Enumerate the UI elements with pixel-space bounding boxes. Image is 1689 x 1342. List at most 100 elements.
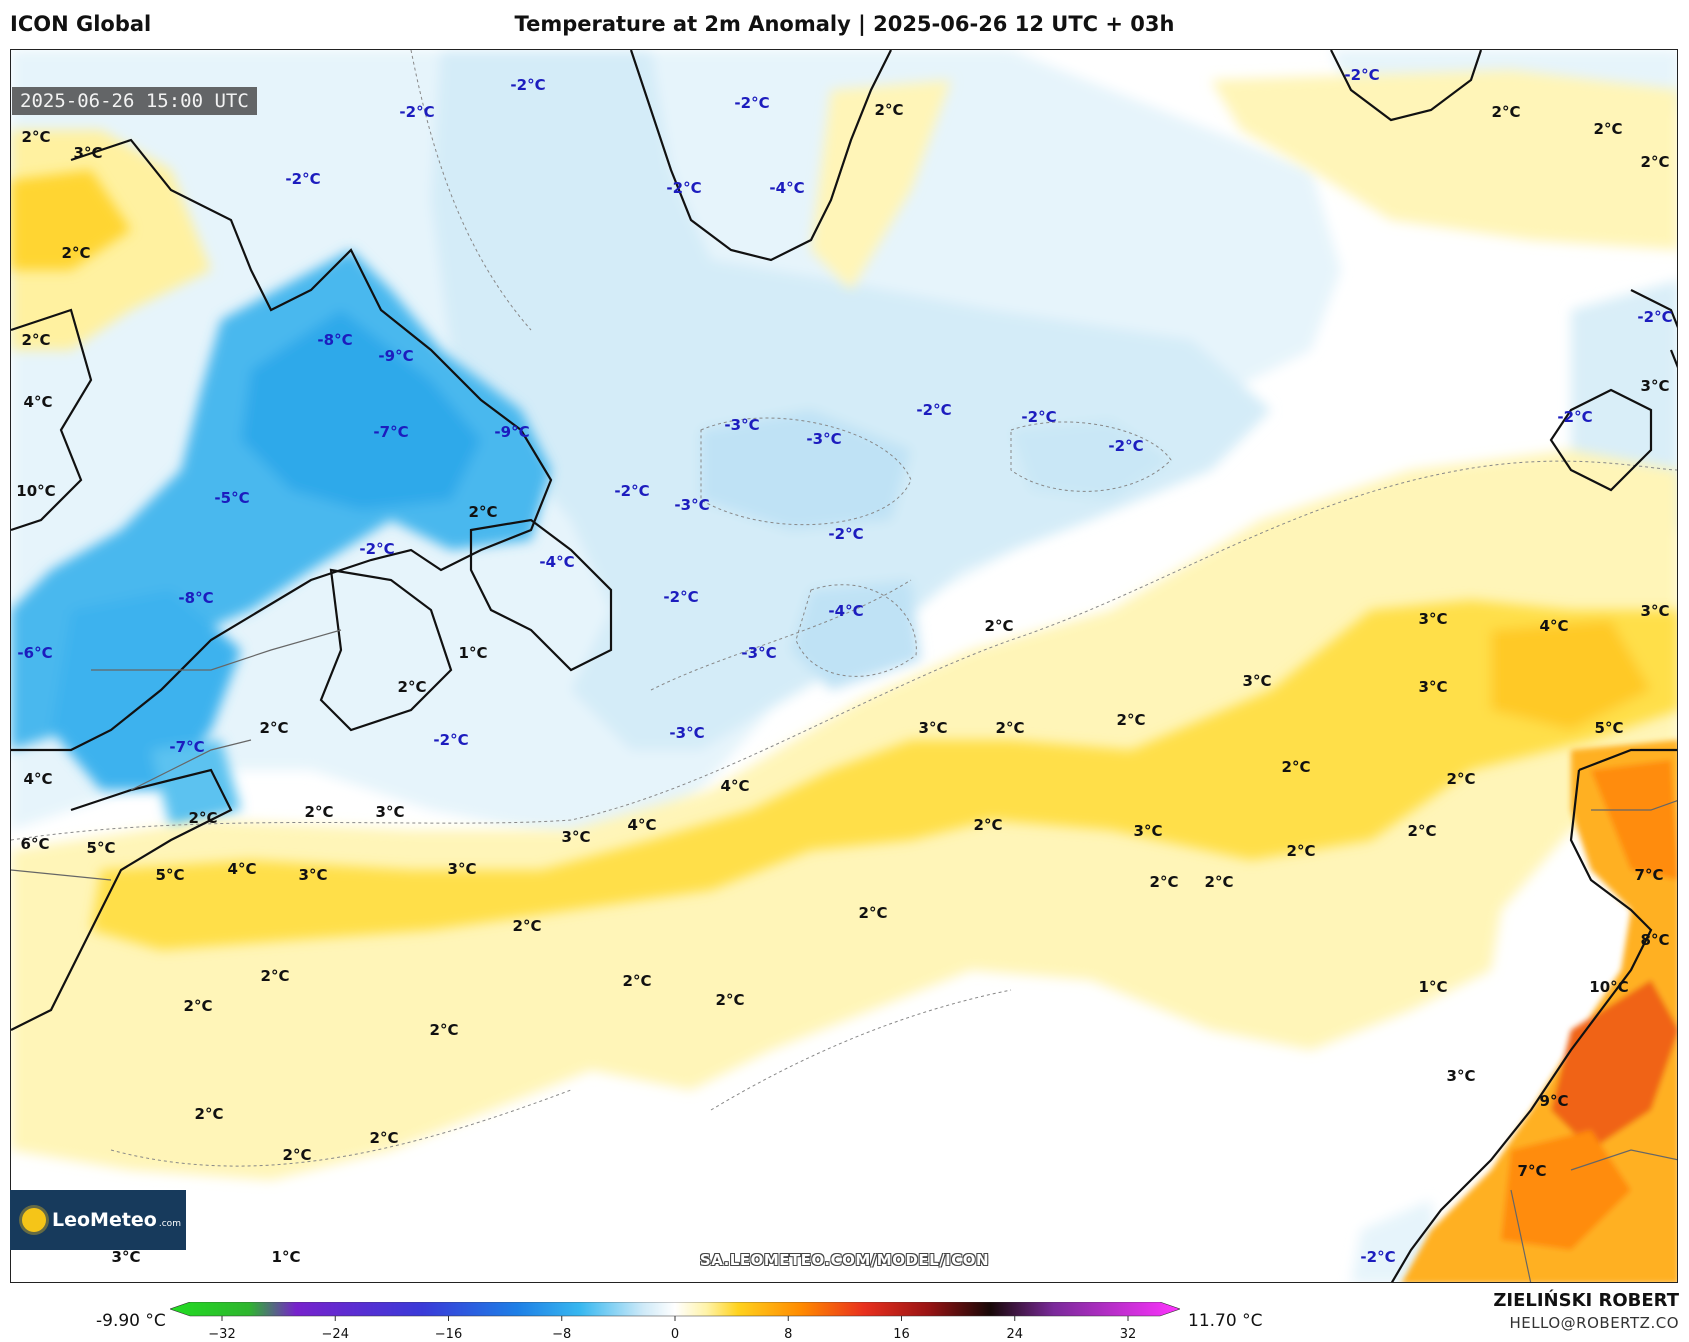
source-url[interactable]: SA.LEOMETEO.COM/MODEL/ICON (699, 1251, 990, 1269)
isotherm-label: 2°C (468, 503, 498, 521)
isotherm-label: 5°C (86, 839, 116, 857)
isotherm-label: 2°C (874, 101, 904, 119)
isotherm-label: 3°C (111, 1248, 141, 1266)
isotherm-label: -3°C (674, 496, 710, 514)
isotherm-label: 3°C (561, 828, 591, 846)
isotherm-label: -8°C (178, 589, 214, 607)
isotherm-label: 2°C (858, 904, 888, 922)
isotherm-label: 2°C (183, 997, 213, 1015)
isotherm-label: -2°C (1557, 408, 1593, 426)
isotherm-label: 3°C (1133, 822, 1163, 840)
isotherm-label: -2°C (1637, 308, 1673, 326)
isotherm-label: 3°C (1446, 1067, 1476, 1085)
isotherm-label: 2°C (194, 1105, 224, 1123)
isotherm-label: -2°C (1021, 408, 1057, 426)
isotherm-label: 3°C (298, 866, 328, 884)
isotherm-label: 1°C (271, 1248, 301, 1266)
isotherm-label: 2°C (397, 678, 427, 696)
colorbar-max-label: 11.70 °C (1188, 1311, 1263, 1331)
logo-domain: .com (158, 1219, 181, 1229)
isotherm-label: 2°C (1149, 873, 1179, 891)
isotherm-label: 2°C (429, 1021, 459, 1039)
isotherm-label: 2°C (1281, 758, 1311, 776)
isotherm-label: 2°C (1640, 153, 1670, 171)
isotherm-label: 2°C (1491, 103, 1521, 121)
isotherm-label: 5°C (1594, 719, 1624, 737)
colorbar-tick-label: 8 (784, 1327, 792, 1342)
isotherm-label: 3°C (1418, 678, 1448, 696)
isotherm-label: 4°C (227, 860, 257, 878)
valid-time-badge: 2025-06-26 15:00 UTC (12, 87, 257, 115)
isotherm-label: 9°C (1539, 1092, 1569, 1110)
isotherm-label: 2°C (260, 967, 290, 985)
isotherm-label: 2°C (188, 809, 218, 827)
colorbar-tick-label: −32 (208, 1327, 235, 1342)
colorbar-ticks: −32 −24 −16 −8 0 8 16 24 32 (208, 1316, 1136, 1342)
isotherm-label: 7°C (1517, 1162, 1547, 1180)
isotherm-label: 7°C (1634, 866, 1664, 884)
isotherm-label: 2°C (984, 617, 1014, 635)
isotherm-label: -5°C (214, 489, 250, 507)
isotherm-label: -3°C (741, 644, 777, 662)
colorbar-tick-label: 32 (1120, 1327, 1137, 1342)
isotherm-label: -2°C (734, 94, 770, 112)
isotherm-label: -3°C (724, 416, 760, 434)
author-credit: ZIELIŃSKI ROBERT (1493, 1290, 1679, 1311)
isotherm-label: 2°C (304, 803, 334, 821)
isotherm-label: -2°C (828, 525, 864, 543)
isotherm-label: 3°C (1640, 377, 1670, 395)
isotherm-label: 10°C (1589, 978, 1629, 996)
isotherm-label: 6°C (20, 835, 50, 853)
isotherm-label: 3°C (1242, 672, 1272, 690)
isotherm-label: -2°C (916, 401, 952, 419)
isotherm-label: -4°C (539, 553, 575, 571)
isotherm-label: 2°C (1286, 842, 1316, 860)
isotherm-label: 3°C (447, 860, 477, 878)
map-area[interactable]: -2°C -2°C -2°C -2°C -2°C -4°C -2°C -2°C -2°C -8°C… (10, 49, 1678, 1283)
isotherm-label: 2°C (1593, 120, 1623, 138)
colorbar-tick-label: 24 (1006, 1327, 1023, 1342)
isotherm-label: 4°C (23, 770, 53, 788)
isotherm-label: 2°C (1116, 711, 1146, 729)
isotherm-label: 3°C (1418, 610, 1448, 628)
author-email[interactable]: HELLO@ROBERTZ.CO (1509, 1314, 1679, 1332)
isotherm-label: 2°C (715, 991, 745, 1009)
isotherm-label: 5°C (155, 866, 185, 884)
warm-anomaly-core (11, 170, 1677, 950)
isotherm-label: 2°C (61, 244, 91, 262)
isotherm-label: -9°C (378, 347, 414, 365)
isotherm-label: 3°C (73, 144, 103, 162)
colorbar-tick-label: 0 (671, 1327, 679, 1342)
borders (11, 629, 1677, 1282)
isotherm-label: -9°C (494, 423, 530, 441)
leometeo-logo[interactable]: LeoMeteo .com (10, 1190, 186, 1250)
map-title: Temperature at 2m Anomaly | 2025-06-26 1… (514, 12, 1175, 36)
isotherm-label: -2°C (359, 540, 395, 558)
isotherm-label: 2°C (1204, 873, 1234, 891)
colorbar: −32 −24 −16 −8 0 8 16 24 32 (170, 1302, 1180, 1342)
isotherm-label: -6°C (17, 644, 53, 662)
isotherm-label: 3°C (918, 719, 948, 737)
model-name: ICON Global (10, 12, 152, 36)
isotherm-label: 4°C (720, 777, 750, 795)
isotherm-label: 2°C (21, 331, 51, 349)
iberia-africa-heat (1402, 740, 1677, 1282)
isotherm-label: -2°C (510, 76, 546, 94)
isotherm-label: -2°C (433, 731, 469, 749)
isotherm-label: -2°C (663, 588, 699, 606)
isotherm-label: 2°C (512, 917, 542, 935)
isotherm-label: -7°C (169, 738, 205, 756)
anomaly-field (11, 50, 1677, 1282)
isotherm-label: 1°C (1418, 978, 1448, 996)
sun-icon (22, 1208, 46, 1232)
isotherm-label: 2°C (995, 719, 1025, 737)
isotherm-label: 3°C (1640, 602, 1670, 620)
isotherm-label: -2°C (1360, 1248, 1396, 1266)
isotherm-label: 2°C (1407, 822, 1437, 840)
labrador-cold-core (11, 250, 551, 830)
isotherm-label: 2°C (622, 972, 652, 990)
isotherm-label: 2°C (21, 128, 51, 146)
isotherm-label: -2°C (666, 179, 702, 197)
isotherm-label: -2°C (399, 103, 435, 121)
colorbar-min-label: -9.90 °C (96, 1311, 166, 1331)
